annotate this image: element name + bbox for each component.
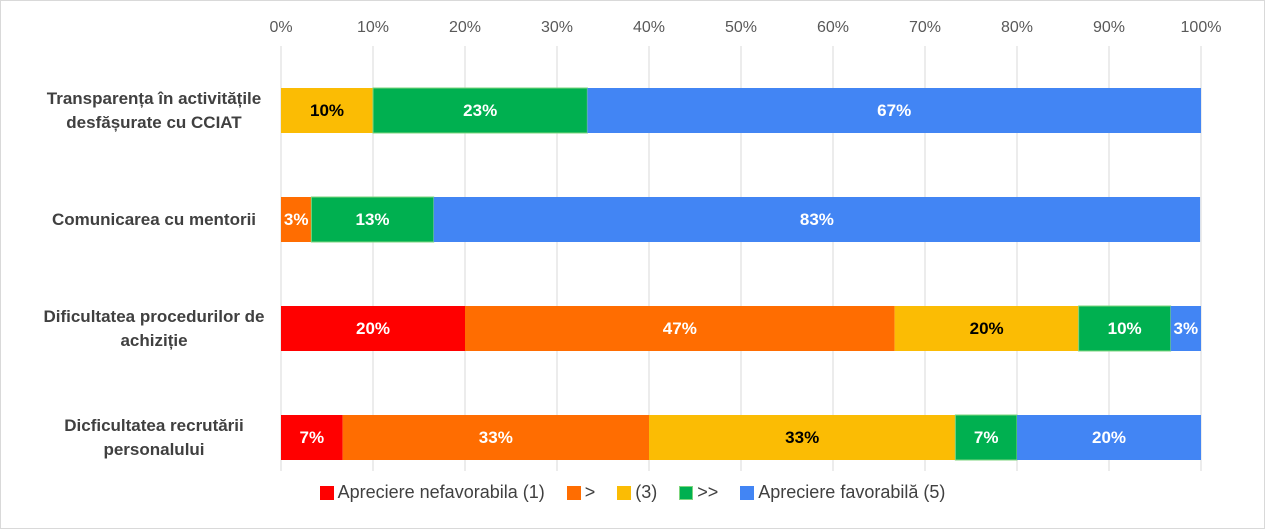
data-label: 10% bbox=[310, 101, 344, 120]
x-tick-label: 80% bbox=[1001, 19, 1033, 36]
legend-swatch bbox=[617, 485, 632, 500]
legend-swatch bbox=[319, 485, 334, 500]
data-label: 20% bbox=[1092, 428, 1126, 447]
bar-segment bbox=[281, 197, 312, 242]
bar-segment bbox=[433, 197, 1201, 242]
data-label: 67% bbox=[877, 101, 911, 120]
data-label: 3% bbox=[284, 210, 309, 229]
data-label: 47% bbox=[663, 319, 697, 338]
legend-label: > bbox=[584, 482, 596, 502]
legend: Apreciere nefavorabila (1) > (3) >> Aprecier… bbox=[1, 482, 1264, 503]
legend-item: Apreciere favorabilă (5) bbox=[740, 482, 945, 503]
data-label: 20% bbox=[970, 319, 1004, 338]
data-label: 33% bbox=[479, 428, 513, 447]
bar-segment bbox=[281, 415, 343, 460]
data-label: 10% bbox=[1108, 319, 1142, 338]
x-tick-label: 0% bbox=[269, 19, 292, 36]
bar-segment bbox=[954, 414, 1018, 461]
bar-segment bbox=[1017, 415, 1201, 460]
bar-segment bbox=[465, 306, 895, 351]
legend-swatch bbox=[740, 485, 755, 500]
x-tick-label: 70% bbox=[909, 19, 941, 36]
bar-segment bbox=[1170, 306, 1201, 351]
bar-segment bbox=[1078, 305, 1172, 352]
bar-segment bbox=[649, 415, 956, 460]
data-label: 13% bbox=[356, 210, 390, 229]
bar-segment bbox=[894, 306, 1079, 351]
x-tick-label: 90% bbox=[1093, 19, 1125, 36]
x-tick-label: 20% bbox=[449, 19, 481, 36]
x-tick-label: 40% bbox=[633, 19, 665, 36]
x-tick-label: 60% bbox=[817, 19, 849, 36]
bar-segment bbox=[281, 306, 465, 351]
legend-item: Apreciere nefavorabila (1) bbox=[319, 482, 545, 503]
data-label: 83% bbox=[800, 210, 834, 229]
legend-swatch bbox=[566, 485, 581, 500]
bar-segment bbox=[372, 87, 588, 134]
legend-label: (3) bbox=[635, 482, 658, 502]
data-label: 23% bbox=[463, 101, 497, 120]
data-label: 7% bbox=[300, 428, 325, 447]
data-label: 3% bbox=[1174, 319, 1199, 338]
legend-item: (3) bbox=[617, 482, 657, 503]
legend-swatch bbox=[679, 485, 694, 500]
data-label: 7% bbox=[974, 428, 999, 447]
bar-segment bbox=[587, 88, 1201, 133]
x-tick-label: 30% bbox=[541, 19, 573, 36]
bar-segment bbox=[310, 196, 435, 243]
legend-label: >> bbox=[697, 482, 719, 502]
legend-item: > bbox=[566, 482, 596, 503]
bar-segment bbox=[281, 88, 373, 133]
legend-label: Apreciere nefavorabila (1) bbox=[337, 482, 545, 502]
category-label: Comunicarea cu mentorii bbox=[51, 209, 257, 229]
bar-segment bbox=[342, 415, 649, 460]
x-tick-label: 10% bbox=[357, 19, 389, 36]
data-label: 20% bbox=[356, 319, 390, 338]
category-label: Dicficultatea recrutării personalului bbox=[64, 415, 244, 459]
data-label: 33% bbox=[785, 428, 819, 447]
category-label: Dificultatea procedurilor de achiziție bbox=[43, 306, 265, 350]
legend-label: Apreciere favorabilă (5) bbox=[758, 482, 946, 502]
legend-item: >> bbox=[679, 482, 718, 503]
x-tick-label: 100% bbox=[1181, 19, 1222, 36]
category-label: Transparența în activitățile desfășurate… bbox=[46, 88, 262, 132]
x-tick-label: 50% bbox=[725, 19, 757, 36]
